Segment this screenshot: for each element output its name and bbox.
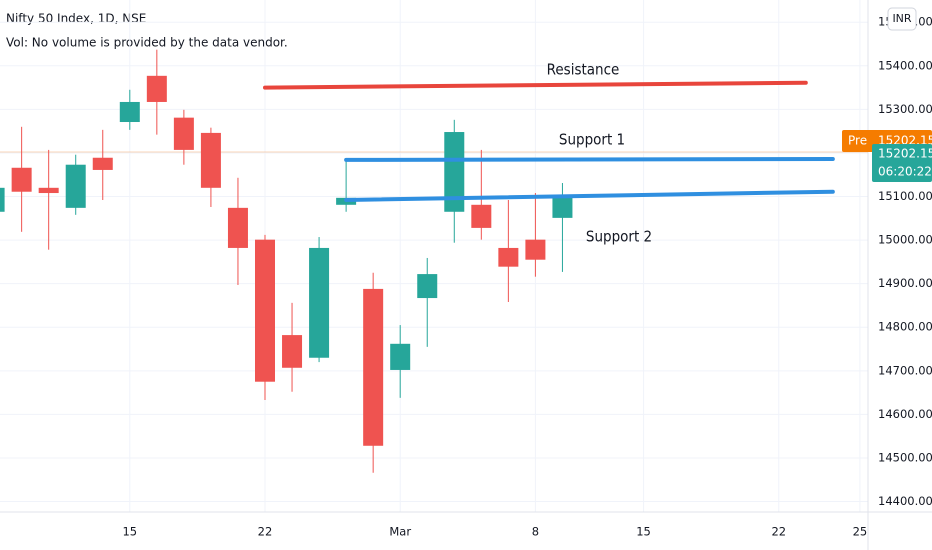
candle-body [417,274,438,299]
y-tick-label: 14400.00 [878,494,932,508]
x-tick-label: Mar [389,525,411,539]
candle-body [282,335,303,368]
chart-title: Nifty 50 Index, 1D, NSE [6,12,146,26]
trend-line [344,189,835,203]
y-tick-label: 14500.00 [878,450,932,464]
candle-body [200,132,221,188]
last-price: 15202.15 [878,147,932,161]
currency-button[interactable] [887,7,917,31]
candle-body [525,239,546,260]
y-tick-label: 14700.00 [878,363,932,377]
candle-body [309,247,330,358]
trend-line [344,157,835,162]
last-badge [872,144,932,183]
line-label: Resistance [547,61,620,79]
candle-body [552,196,573,218]
candle-body [444,132,465,212]
candle-body [227,207,248,248]
countdown: 06:20:22 [878,165,932,179]
y-tick-label: 15400.00 [878,58,932,72]
candle-body [0,187,5,212]
pre-label: Pre [848,134,867,148]
candle-body [146,75,167,102]
candle-body [92,157,113,170]
candle-body [471,204,492,228]
y-tick-label: 15100.00 [878,189,932,203]
candle-body [390,343,411,370]
x-tick-label: 15 [636,525,651,539]
candle-body [119,101,140,123]
x-tick-label: 8 [532,525,539,539]
x-tick-label: 22 [258,525,273,539]
x-tick-label: 25 [853,525,868,539]
y-tick-label: 15300.00 [878,102,932,116]
x-tick-label: 22 [771,525,786,539]
chart-subtitle: Vol: No volume is provided by the data v… [6,36,288,50]
trend-line [262,80,808,90]
currency-label[interactable]: INR [892,12,911,25]
candle-body [38,187,59,194]
x-tick-label: 15 [122,525,137,539]
y-tick-label: 14600.00 [878,407,932,421]
y-tick-label: 14900.00 [878,276,932,290]
candle-body [173,117,194,150]
candle-body [65,164,86,208]
candle-body [498,247,519,267]
candle-body [254,239,275,382]
candle-body [363,288,384,446]
candle-body [11,167,32,192]
y-tick-label: 14800.00 [878,320,932,334]
line-label: Support 1 [559,131,625,149]
y-tick-label: 15000.00 [878,233,932,247]
line-label: Support 2 [586,228,652,246]
